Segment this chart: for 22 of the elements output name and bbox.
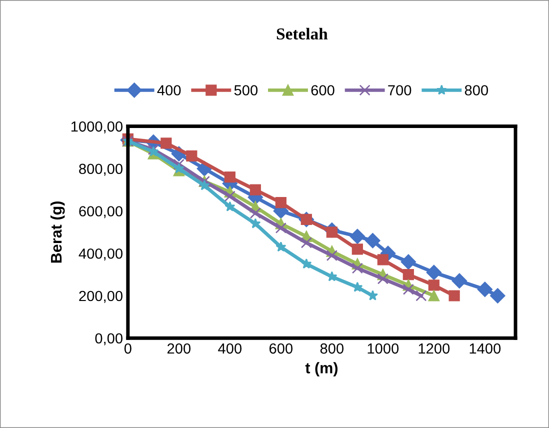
legend-label: 600	[311, 85, 334, 96]
legend-label: 400	[157, 85, 181, 96]
x-tick-label: 1200	[418, 343, 450, 354]
x-tick-label: 600	[269, 343, 293, 354]
y-axis-title: Berat (g)	[50, 202, 65, 263]
y-tick-label: 800,00	[79, 164, 122, 176]
y-tick-label: 200,00	[79, 290, 122, 303]
x-tick-label: 400	[218, 343, 242, 354]
y-tick-label: 600,00	[79, 206, 122, 218]
x-tick-label: 1400	[470, 343, 501, 354]
x-axis-title: t (m)	[305, 362, 338, 376]
x-tick-label: 0	[124, 343, 132, 354]
legend-label: 800	[464, 85, 488, 96]
x-tick-label: 1000	[368, 343, 399, 354]
x-tick-label: 800	[320, 343, 344, 354]
y-tick-label: 400,00	[78, 248, 122, 261]
y-tick-label: 1000,00	[71, 121, 122, 134]
chart-title: Setelah	[276, 28, 328, 40]
legend-label: 500	[234, 85, 258, 96]
y-tick-label: 0,00	[95, 333, 122, 346]
x-tick-label: 200	[167, 343, 191, 354]
legend-label: 700	[388, 85, 412, 96]
